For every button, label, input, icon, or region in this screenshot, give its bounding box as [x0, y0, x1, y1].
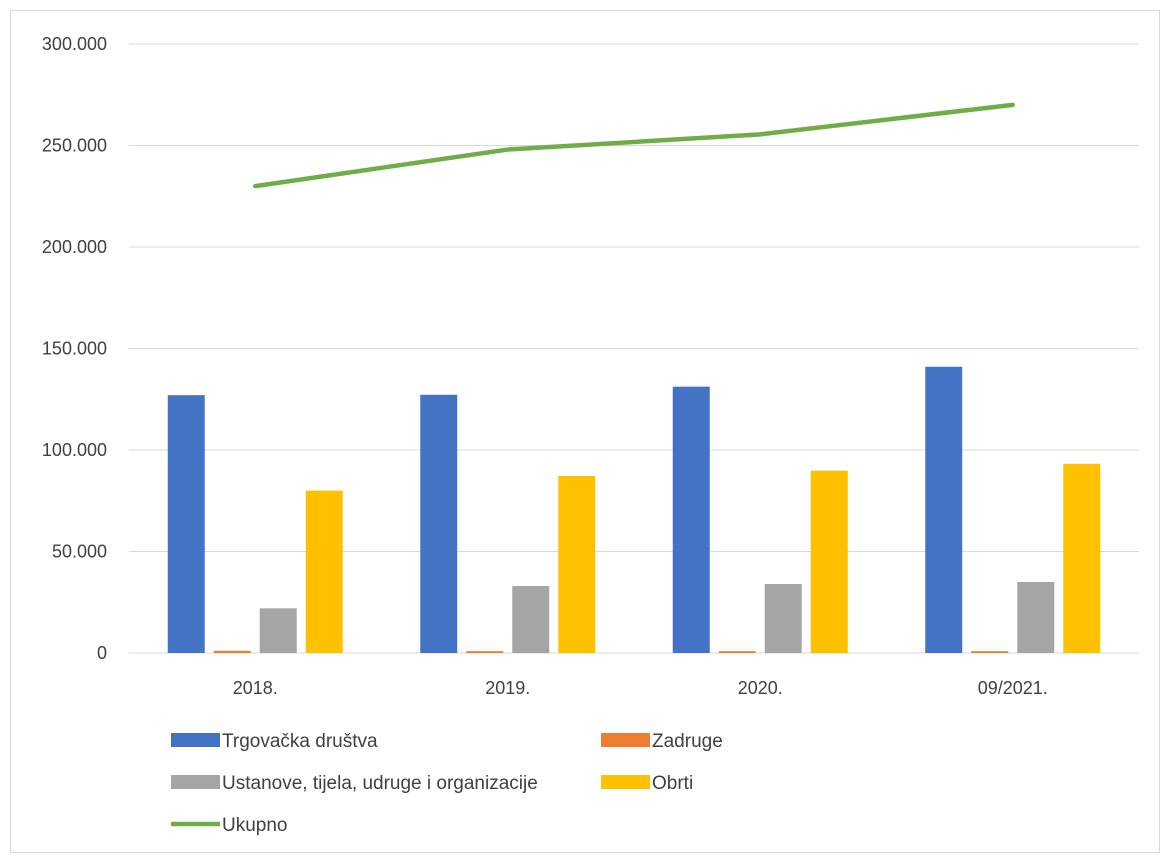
gridlines	[129, 43, 1139, 654]
y-tick-label: 100.000	[42, 440, 107, 460]
bar	[672, 386, 710, 653]
bar	[466, 651, 504, 653]
y-tick-label: 200.000	[42, 237, 107, 257]
legend-label: Zadruge	[652, 731, 723, 752]
bars	[167, 366, 1101, 653]
chart-frame: 0 50.000 100.000 150.000 200.000 250.000 300.0…	[10, 10, 1160, 853]
legend-label: Obrti	[652, 773, 693, 794]
bar	[213, 650, 251, 653]
legend-label: Ukupno	[222, 815, 288, 836]
bar	[1017, 581, 1055, 653]
y-tick-label: 250.000	[42, 136, 107, 156]
y-axis-tick-labels: 0 50.000 100.000 150.000 200.000 250.000 300.0…	[42, 34, 107, 663]
bar	[764, 583, 802, 653]
line-series	[253, 102, 1015, 189]
legend-swatch	[171, 733, 220, 747]
y-tick-label: 150.000	[42, 339, 107, 359]
legend-item: Obrti	[601, 773, 693, 794]
legend-label: Ustanove, tijela, udruge i organizacije	[222, 773, 538, 794]
bar	[167, 395, 205, 653]
legend-swatch	[601, 733, 650, 747]
bar	[420, 394, 458, 653]
bar	[925, 366, 963, 653]
line-ukupno	[253, 102, 1015, 189]
bar	[718, 651, 756, 653]
x-tick-label: 2020.	[738, 678, 783, 698]
bar	[259, 608, 297, 653]
y-tick-label: 50.000	[52, 542, 107, 562]
bar	[558, 475, 596, 653]
legend: Trgovačka društva Zadruge Ustanove, tijela…	[171, 731, 723, 836]
x-axis-tick-labels: 2018. 2019. 2020. 09/2021.	[233, 678, 1048, 698]
x-tick-label: 09/2021.	[978, 678, 1048, 698]
bar	[305, 490, 343, 653]
bar	[1063, 463, 1101, 653]
y-tick-label: 0	[97, 643, 107, 663]
bar	[810, 470, 848, 653]
bar	[971, 651, 1009, 653]
legend-item: Ukupno	[171, 815, 288, 836]
x-tick-label: 2018.	[233, 678, 278, 698]
legend-item: Zadruge	[601, 731, 723, 752]
legend-swatch	[171, 775, 220, 789]
chart-svg: 0 50.000 100.000 150.000 200.000 250.000 300.0…	[42, 34, 1139, 836]
legend-item: Trgovačka društva	[171, 731, 378, 752]
legend-swatch	[601, 775, 650, 789]
bar	[512, 586, 550, 653]
y-tick-label: 300.000	[42, 34, 107, 54]
x-tick-label: 2019.	[485, 678, 530, 698]
legend-item: Ustanove, tijela, udruge i organizacije	[171, 773, 538, 794]
legend-label: Trgovačka društva	[222, 731, 378, 752]
